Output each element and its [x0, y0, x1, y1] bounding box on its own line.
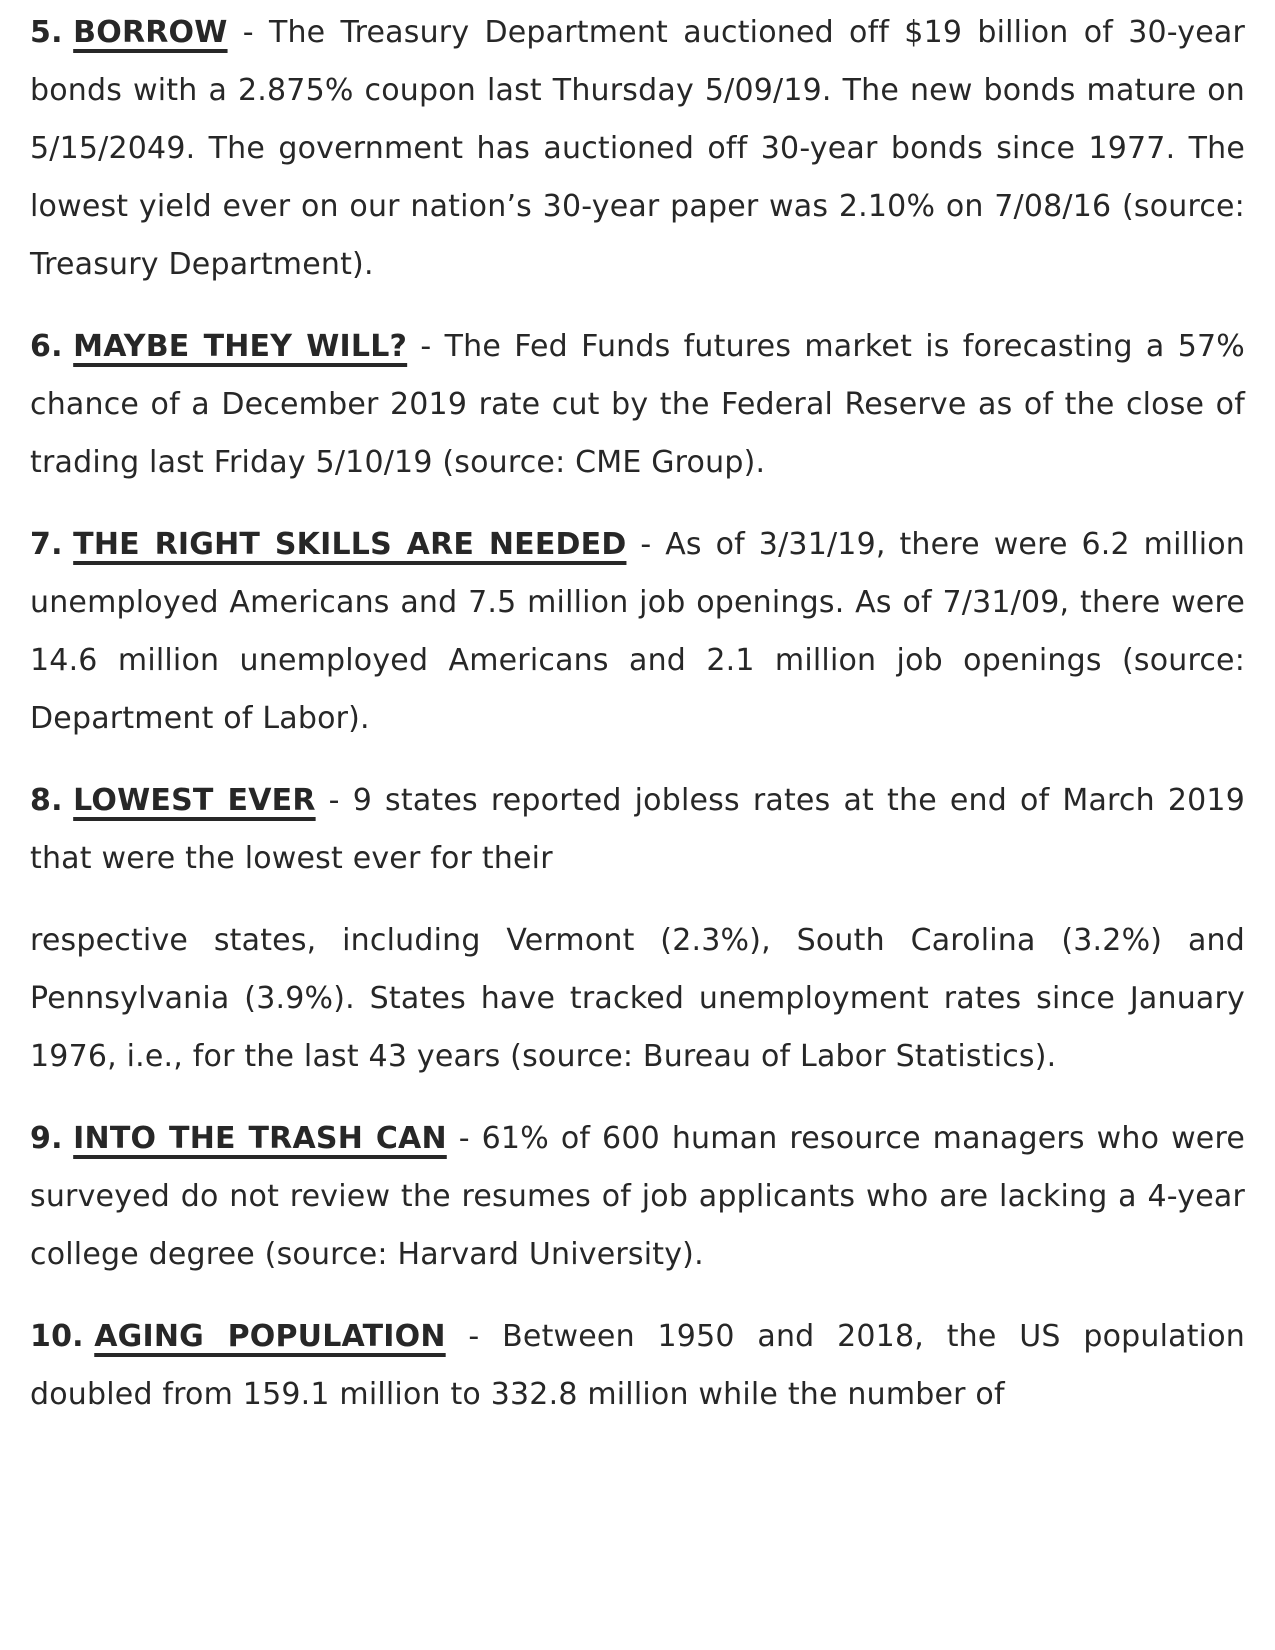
item-heading: THE RIGHT SKILLS ARE NEEDED [73, 527, 627, 562]
item-body: - 9 states reported jobless rates at the… [30, 783, 1246, 876]
item-heading: MAYBE THEY WILL? [73, 329, 408, 364]
item-body-continuation: respective states, including Vermont (2.… [30, 923, 1245, 1074]
item-heading: INTO THE TRASH CAN [73, 1121, 447, 1156]
item-heading: BORROW [73, 15, 228, 50]
newsletter-item: 7. THE RIGHT SKILLS ARE NEEDED - As of 3/… [30, 516, 1245, 748]
newsletter-item: 10. AGING POPULATION - Between 1950 and 2… [30, 1308, 1245, 1424]
item-body: - Between 1950 and 2018, the US populati… [30, 1319, 1245, 1412]
item-number: 8. [30, 783, 63, 818]
item-number: 9. [30, 1121, 63, 1156]
item-body: - The Fed Funds futures market is foreca… [30, 329, 1245, 480]
item-body: - 61% of 600 human resource managers who… [30, 1121, 1245, 1272]
item-number: 7. [30, 527, 63, 562]
item-body: - The Treasury Department auctioned off … [30, 15, 1245, 282]
item-body: - As of 3/31/19, there were 6.2 million … [30, 527, 1245, 736]
document-page: 5. BORROW - The Treasury Department aucti… [30, 4, 1245, 1424]
item-heading: LOWEST EVER [73, 783, 316, 818]
newsletter-item: 5. BORROW - The Treasury Department aucti… [30, 4, 1245, 294]
item-number: 10. [30, 1319, 84, 1354]
newsletter-item: 8. LOWEST EVER - 9 states reported jobles… [30, 772, 1245, 888]
newsletter-item: 9. INTO THE TRASH CAN - 61% of 600 human … [30, 1110, 1245, 1284]
item-number: 6. [30, 329, 63, 364]
newsletter-item-continuation: respective states, including Vermont (2.… [30, 912, 1245, 1086]
item-number: 5. [30, 15, 63, 50]
item-heading: AGING POPULATION [94, 1319, 446, 1354]
newsletter-item: 6. MAYBE THEY WILL? - The Fed Funds futur… [30, 318, 1245, 492]
